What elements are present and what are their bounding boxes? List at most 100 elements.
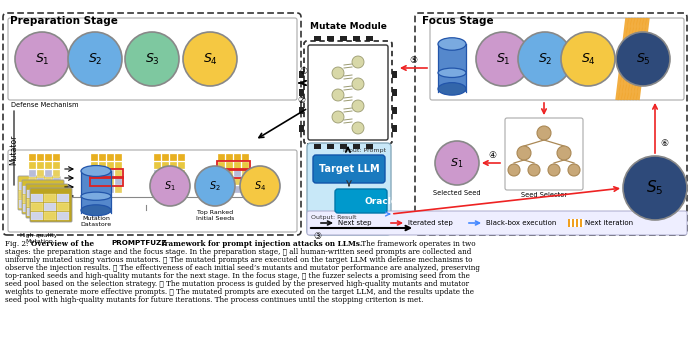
Bar <box>37 161 43 168</box>
Text: Output: Result: Output: Result <box>311 215 357 221</box>
Bar <box>81 171 111 213</box>
Circle shape <box>616 32 670 86</box>
Text: Oracle: Oracle <box>364 197 397 206</box>
Bar <box>576 219 580 227</box>
Bar <box>161 161 168 168</box>
Circle shape <box>623 156 687 220</box>
Circle shape <box>518 32 572 86</box>
Bar <box>32 182 44 190</box>
Bar <box>37 185 43 192</box>
Circle shape <box>537 126 551 140</box>
Bar <box>28 153 35 160</box>
Text: The framework operates in two: The framework operates in two <box>359 240 475 248</box>
Bar <box>90 176 123 185</box>
Circle shape <box>528 164 540 176</box>
Bar <box>23 195 35 203</box>
Text: ③: ③ <box>313 232 321 241</box>
Bar <box>177 185 184 192</box>
Text: ①: ① <box>299 67 307 76</box>
FancyBboxPatch shape <box>153 153 185 193</box>
Bar <box>573 219 575 227</box>
Circle shape <box>332 111 344 123</box>
Text: ④: ④ <box>488 151 496 160</box>
Bar <box>392 89 397 96</box>
Bar <box>90 153 97 160</box>
Bar <box>52 161 59 168</box>
FancyBboxPatch shape <box>217 153 249 193</box>
Bar <box>340 144 347 149</box>
Bar <box>217 169 224 176</box>
Text: Overview of the: Overview of the <box>31 240 97 248</box>
Circle shape <box>332 89 344 101</box>
Circle shape <box>240 166 280 206</box>
Text: seed pool with high-quality mutants for future iterations. The process continues: seed pool with high-quality mutants for … <box>5 296 424 304</box>
Bar <box>57 194 69 202</box>
Bar <box>170 169 177 176</box>
Bar <box>36 204 48 212</box>
Bar <box>153 177 161 184</box>
Bar <box>161 177 168 184</box>
Bar <box>226 153 233 160</box>
Text: framework for prompt injection attacks on LLMs.: framework for prompt injection attacks o… <box>159 240 362 248</box>
Circle shape <box>435 141 479 185</box>
Bar <box>177 161 184 168</box>
Bar <box>366 144 373 149</box>
Text: Seed Selector: Seed Selector <box>521 192 567 198</box>
Text: observe the injection results. ③ The effectiveness of each initial seed’s mutant: observe the injection results. ③ The eff… <box>5 264 480 272</box>
Bar <box>153 161 161 168</box>
Bar <box>45 182 57 190</box>
Circle shape <box>183 32 237 86</box>
Text: Target LLM: Target LLM <box>319 164 380 174</box>
Bar <box>44 185 52 192</box>
Bar <box>217 160 250 169</box>
Text: Top Ranked
Initial Seeds: Top Ranked Initial Seeds <box>196 210 234 221</box>
Bar <box>161 185 168 192</box>
Bar <box>90 161 97 168</box>
Bar <box>226 161 233 168</box>
Bar <box>99 185 106 192</box>
Bar <box>49 204 61 212</box>
Bar <box>170 161 177 168</box>
Bar <box>106 153 113 160</box>
Circle shape <box>332 67 344 79</box>
Bar <box>299 125 304 132</box>
Bar <box>99 161 106 168</box>
Bar <box>57 203 69 211</box>
Bar <box>99 153 106 160</box>
Bar <box>90 169 97 176</box>
Bar <box>28 161 35 168</box>
Ellipse shape <box>81 192 111 200</box>
Bar <box>233 169 241 176</box>
Bar <box>37 169 43 176</box>
Bar <box>106 177 113 184</box>
Text: $S_3$: $S_3$ <box>145 52 159 66</box>
Text: $S_2$: $S_2$ <box>209 179 221 193</box>
Bar <box>90 177 97 184</box>
Text: $S_4$: $S_4$ <box>254 179 266 193</box>
Text: seed pool based on the selection strategy. ⑤ The mutation process is guided by t: seed pool based on the selection strateg… <box>5 280 469 288</box>
FancyBboxPatch shape <box>307 211 687 235</box>
Text: PROMPTFUZZ: PROMPTFUZZ <box>111 240 167 246</box>
Bar <box>36 195 48 203</box>
Circle shape <box>476 32 530 86</box>
Ellipse shape <box>438 82 466 95</box>
Text: $S_4$: $S_4$ <box>580 52 595 66</box>
Bar <box>23 186 35 194</box>
Bar <box>44 194 56 202</box>
Bar <box>52 177 59 184</box>
Bar <box>170 185 177 192</box>
FancyBboxPatch shape <box>30 188 72 222</box>
Bar <box>170 153 177 160</box>
Text: Focus Stage: Focus Stage <box>422 16 493 26</box>
Text: Iterated step: Iterated step <box>408 220 453 226</box>
FancyBboxPatch shape <box>335 189 387 213</box>
Bar <box>106 185 113 192</box>
Text: Mutation
Datastore: Mutation Datastore <box>81 216 112 227</box>
Bar <box>19 182 31 190</box>
Bar <box>115 169 121 176</box>
Bar <box>299 71 304 78</box>
Bar <box>299 89 304 96</box>
Text: Fig. 2:: Fig. 2: <box>5 240 31 248</box>
Text: Mutate Module: Mutate Module <box>310 22 386 31</box>
Text: Defense Mechanism: Defense Mechanism <box>11 102 79 108</box>
